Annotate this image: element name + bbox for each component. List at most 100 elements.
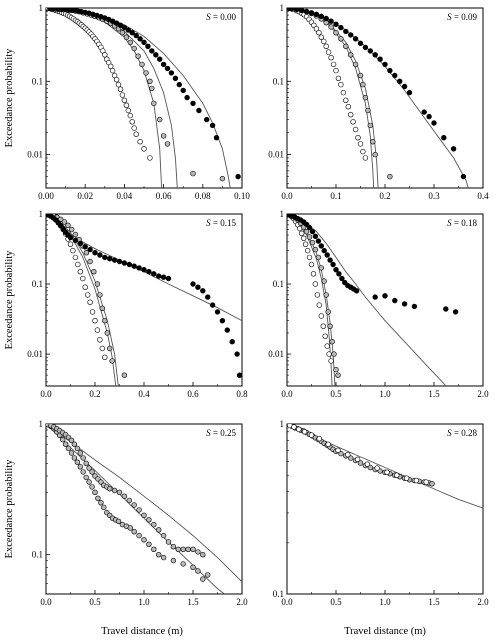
data-point — [125, 27, 132, 33]
data-point — [176, 81, 183, 88]
data-point — [104, 330, 111, 336]
data-point — [94, 327, 101, 333]
data-point — [304, 247, 311, 254]
data-point — [72, 237, 79, 244]
data-point — [299, 230, 305, 237]
data-point — [343, 28, 349, 35]
data-point — [321, 247, 327, 254]
y-tick-label: 0.1 — [273, 589, 284, 599]
data-point — [141, 146, 147, 152]
data-point — [102, 354, 108, 360]
data-point — [115, 518, 122, 524]
data-point — [185, 546, 191, 552]
data-point — [362, 94, 369, 101]
data-point — [116, 258, 123, 265]
y-tick-label: 0.01 — [268, 150, 284, 160]
data-point — [318, 13, 324, 19]
data-point — [59, 436, 66, 443]
data-point — [184, 94, 190, 101]
data-point — [313, 26, 320, 32]
data-point — [113, 76, 120, 83]
fit-curve-2 — [46, 214, 119, 386]
data-point — [204, 116, 210, 123]
data-point — [234, 351, 240, 357]
data-point — [97, 292, 103, 298]
data-point — [157, 116, 163, 123]
data-point — [190, 546, 196, 552]
data-point — [421, 109, 427, 115]
panel-label: S = 0.25 — [206, 428, 236, 438]
data-point — [151, 546, 157, 552]
panel-label: S = 0.00 — [206, 12, 236, 22]
chart-panel-2: 0.0 0.1 0.2 0.3 0.4 0.01 0.1 1 S = 0.09 — [268, 3, 489, 201]
x-tick-label: 0.1 — [330, 191, 341, 201]
x-tick-label: 1.0 — [138, 597, 150, 607]
x-tick-label: 0.0 — [40, 389, 52, 399]
data-point — [296, 426, 302, 433]
series-3-filled — [46, 214, 242, 378]
data-point — [328, 54, 334, 61]
data-point — [175, 546, 182, 552]
data-point — [67, 241, 74, 247]
data-point — [384, 469, 390, 475]
x-tick-label: 2.0 — [477, 389, 489, 399]
data-point — [353, 288, 360, 294]
data-point — [121, 24, 128, 31]
data-point — [98, 500, 104, 506]
y-tick-label: 0.1 — [273, 76, 284, 86]
data-point — [308, 261, 315, 268]
plot-area — [287, 8, 469, 188]
data-point — [324, 343, 330, 349]
y-tick-label: 1 — [39, 209, 44, 219]
data-point — [71, 455, 78, 461]
data-point — [299, 8, 305, 13]
data-point — [125, 107, 132, 114]
data-point — [77, 269, 84, 275]
data-point — [141, 512, 147, 518]
chart-panel-1: 0.00 0.02 0.04 0.06 0.08 0.10 0.01 0.1 1 S = 0.00 — [27, 3, 250, 201]
data-point — [372, 151, 378, 158]
data-point — [235, 173, 241, 180]
data-point — [80, 455, 86, 461]
data-point — [303, 8, 310, 15]
data-point — [367, 464, 373, 471]
series-1-open — [287, 8, 369, 161]
panel-label: S = 0.09 — [447, 12, 477, 22]
x-axis-title-left: Travel distance (m) — [101, 626, 183, 637]
x-tick-label: 0.08 — [195, 191, 211, 201]
data-point — [87, 258, 93, 265]
x-tick-label: 0.5 — [89, 597, 101, 607]
series-1-shaded — [287, 424, 435, 487]
data-point — [320, 323, 326, 329]
data-point — [209, 302, 216, 308]
data-point — [426, 113, 432, 120]
data-point — [123, 34, 130, 40]
x-tick-label: 0.04 — [117, 191, 133, 201]
y-tick-label: 0.1 — [32, 76, 43, 86]
data-point — [136, 265, 142, 271]
data-point — [354, 456, 361, 462]
panel-label-value: = 0.09 — [452, 12, 478, 22]
data-point — [94, 281, 101, 287]
data-point — [157, 56, 163, 62]
data-point — [136, 532, 142, 539]
x-tick-label: 0.4 — [138, 389, 150, 399]
data-point — [333, 366, 339, 373]
data-point — [65, 222, 71, 229]
series-1-open — [46, 8, 153, 161]
data-point — [89, 484, 95, 490]
data-point — [362, 44, 369, 51]
x-tick-label: 1.5 — [428, 597, 440, 607]
data-point — [327, 323, 333, 329]
data-point — [87, 299, 93, 305]
data-point — [131, 502, 137, 508]
series-1-shaded — [46, 424, 206, 582]
data-point — [83, 250, 90, 256]
data-point — [328, 18, 334, 24]
data-point — [80, 469, 86, 475]
data-point — [170, 543, 177, 550]
panel-label: S = 0.18 — [447, 218, 477, 228]
series-2-shaded — [46, 424, 211, 578]
data-point — [338, 24, 344, 31]
